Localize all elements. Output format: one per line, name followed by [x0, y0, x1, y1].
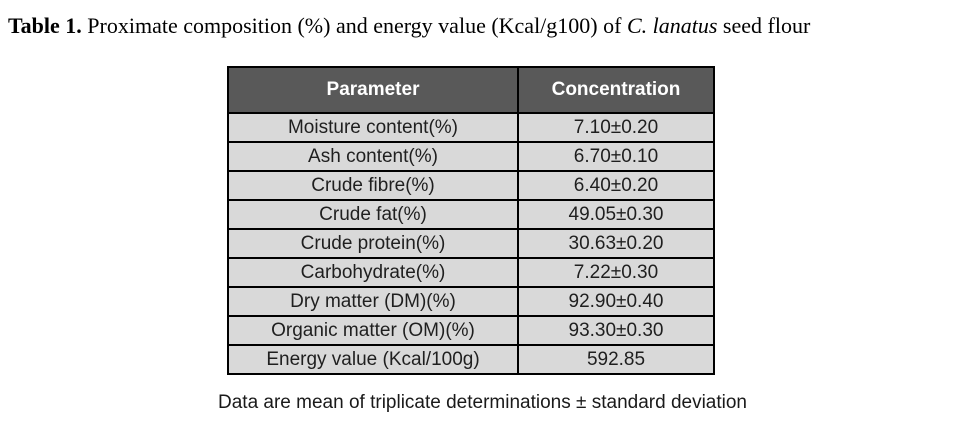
table-row: Energy value (Kcal/100g) 592.85	[227, 344, 715, 375]
parameter-cell: Energy value (Kcal/100g)	[227, 344, 519, 375]
title-text: Proximate composition (%) and energy val…	[81, 13, 627, 38]
table-row: Crude fibre(%) 6.40±0.20	[227, 170, 715, 201]
proximate-composition-table: Parameter Concentration Moisture content…	[227, 66, 715, 375]
parameter-cell: Dry matter (DM)(%)	[227, 286, 519, 317]
parameter-cell: Carbohydrate(%)	[227, 257, 519, 288]
parameter-cell: Ash content(%)	[227, 141, 519, 172]
concentration-cell: 6.70±0.10	[517, 141, 715, 172]
table-number-label: Table 1.	[8, 13, 82, 38]
concentration-cell: 92.90±0.40	[517, 286, 715, 317]
table-header-row: Parameter Concentration	[227, 66, 715, 114]
table-row: Ash content(%) 6.70±0.10	[227, 141, 715, 172]
table-row: Crude protein(%) 30.63±0.20	[227, 228, 715, 259]
concentration-cell: 592.85	[517, 344, 715, 375]
concentration-cell: 93.30±0.30	[517, 315, 715, 346]
title-suffix: seed flour	[717, 13, 811, 38]
column-header-parameter: Parameter	[227, 66, 519, 114]
column-header-concentration: Concentration	[517, 66, 715, 114]
table-row: Moisture content(%) 7.10±0.20	[227, 112, 715, 143]
page-title: Table 1. Proximate composition (%) and e…	[8, 13, 958, 39]
parameter-cell: Organic matter (OM)(%)	[227, 315, 519, 346]
species-name: C. lanatus	[626, 13, 718, 38]
parameter-cell: Moisture content(%)	[227, 112, 519, 143]
parameter-cell: Crude fat(%)	[227, 199, 519, 230]
concentration-cell: 30.63±0.20	[517, 228, 715, 259]
parameter-cell: Crude protein(%)	[227, 228, 519, 259]
concentration-cell: 49.05±0.30	[517, 199, 715, 230]
concentration-cell: 7.10±0.20	[517, 112, 715, 143]
table-row: Dry matter (DM)(%) 92.90±0.40	[227, 286, 715, 317]
footnote: Data are mean of triplicate determinatio…	[218, 392, 747, 413]
table-row: Organic matter (OM)(%) 93.30±0.30	[227, 315, 715, 346]
concentration-cell: 7.22±0.30	[517, 257, 715, 288]
concentration-cell: 6.40±0.20	[517, 170, 715, 201]
parameter-cell: Crude fibre(%)	[227, 170, 519, 201]
table-row: Crude fat(%) 49.05±0.30	[227, 199, 715, 230]
table-row: Carbohydrate(%) 7.22±0.30	[227, 257, 715, 288]
